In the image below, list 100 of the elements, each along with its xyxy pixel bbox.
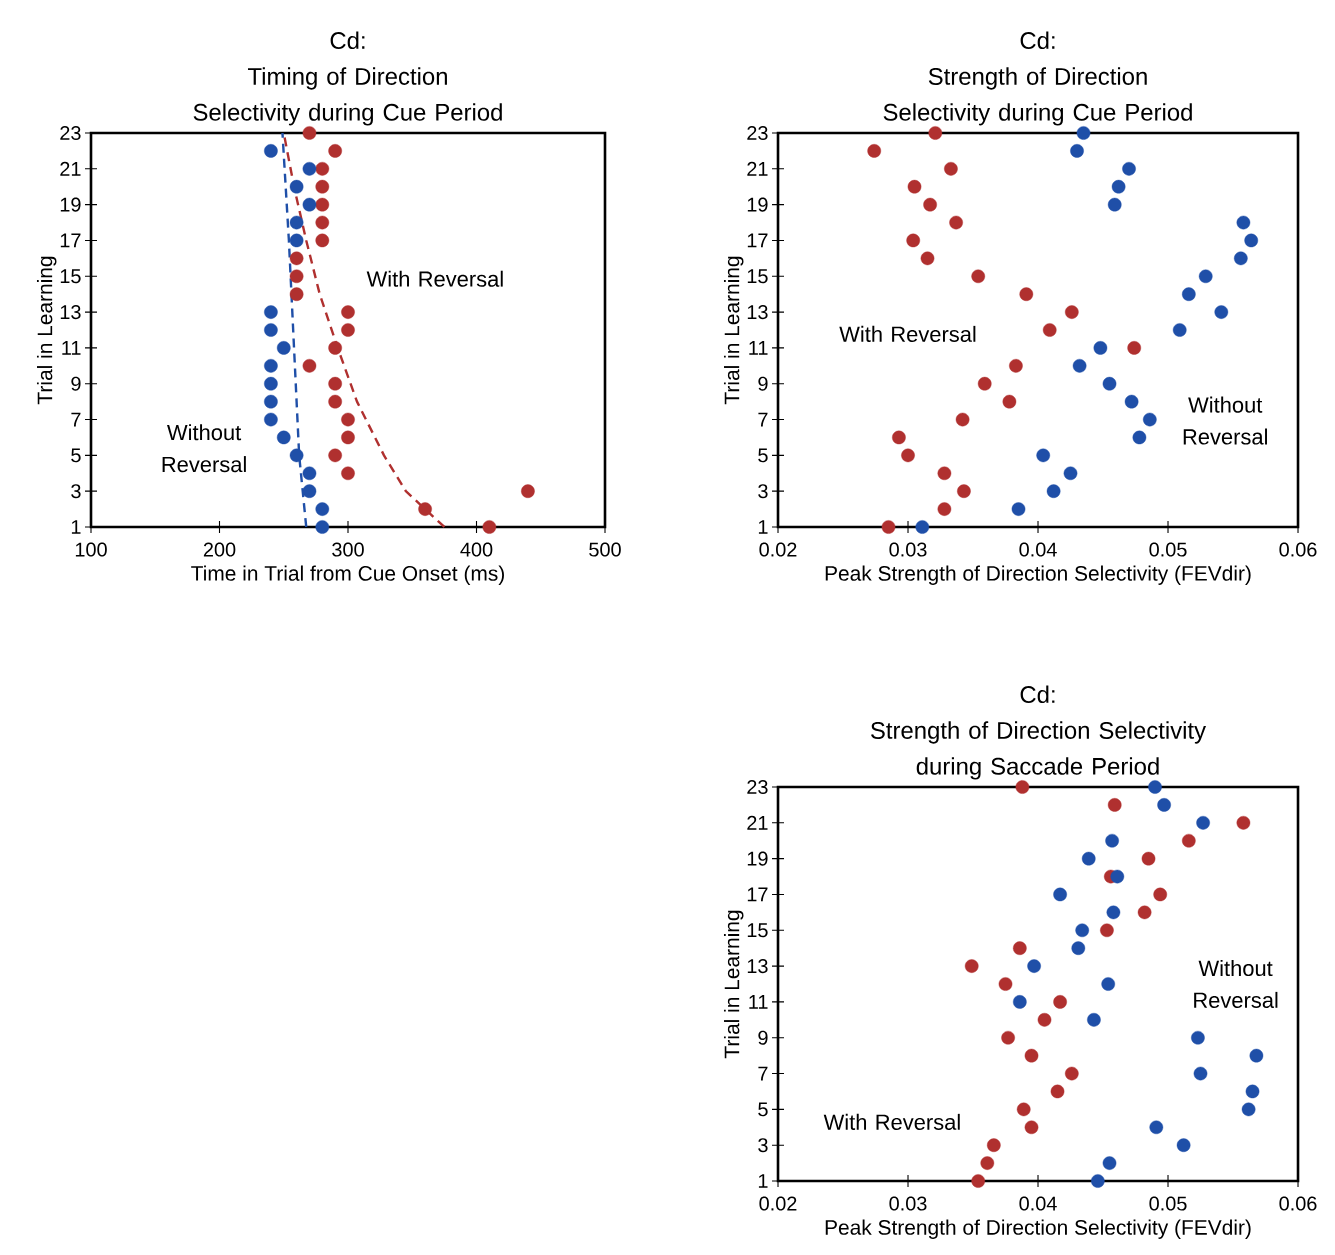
y-tick-label: 21 [60, 161, 81, 176]
point [315, 162, 330, 176]
point [1153, 887, 1168, 902]
point [1046, 484, 1061, 498]
point [987, 1138, 1001, 1152]
point [892, 430, 906, 445]
x-tick-label: 0.03 [889, 542, 927, 557]
point [302, 197, 317, 212]
point [1075, 923, 1090, 938]
point [328, 341, 342, 355]
point [1050, 1084, 1065, 1099]
point [1176, 1138, 1191, 1152]
point [264, 359, 278, 373]
x-tick-label: 0.06 [1279, 542, 1317, 557]
x-tick-label: 0.04 [1019, 542, 1057, 557]
y-tick-label: 23 [747, 779, 768, 795]
y-tick-label: 7 [758, 412, 768, 427]
point [1011, 502, 1026, 516]
y-tick-label: 13 [747, 305, 768, 320]
point [1036, 448, 1051, 463]
point [1157, 798, 1171, 812]
point [1087, 1013, 1101, 1027]
point [341, 323, 355, 337]
x-axis-title: Time in Trial from Cue Onset (ms) [191, 565, 504, 585]
point [1236, 816, 1251, 830]
point [1110, 869, 1125, 884]
point [1143, 412, 1157, 427]
point [1053, 995, 1067, 1009]
y-tick-label: 5 [758, 1102, 768, 1117]
point [1234, 251, 1248, 266]
point [341, 412, 355, 427]
point [1124, 394, 1139, 409]
y-tick-label: 19 [747, 197, 768, 212]
chart-title: Cd: [330, 31, 365, 50]
y-tick-label: 3 [71, 484, 81, 499]
y-tick-label: 13 [60, 305, 81, 320]
point [920, 251, 935, 266]
y-tick-label: 9 [758, 1030, 768, 1045]
point [907, 179, 922, 194]
point [418, 502, 432, 516]
point [302, 162, 317, 176]
point [1091, 1174, 1105, 1188]
point [1072, 359, 1087, 373]
y-tick-label: 3 [758, 1138, 768, 1153]
x-tick-label: 0.05 [1149, 542, 1187, 557]
point [1037, 1013, 1052, 1027]
point [1065, 305, 1079, 319]
point [1015, 780, 1030, 794]
point [971, 269, 986, 284]
x-tick-label: 500 [589, 542, 621, 557]
annotation: Without Reversal [1183, 396, 1267, 445]
annotation: With Reversal [366, 270, 503, 287]
y-tick-label: 17 [747, 233, 768, 248]
point [1141, 851, 1156, 866]
point [1102, 1156, 1117, 1170]
point [937, 502, 952, 516]
point [1193, 1066, 1208, 1081]
point [977, 376, 992, 391]
point [341, 466, 355, 481]
point [482, 520, 497, 534]
point [315, 502, 330, 516]
annotation: Without Reversal [1194, 960, 1278, 1008]
y-tick-label: 17 [747, 887, 768, 902]
y-tick-label: 23 [747, 125, 768, 141]
y-tick-label: 7 [758, 1066, 768, 1081]
point [1024, 1048, 1039, 1063]
point [1016, 1102, 1031, 1117]
point [906, 233, 921, 248]
point [315, 520, 330, 534]
point [1093, 341, 1108, 355]
chart-subtitle: Timing of Direction Selectivity during Cue Period [193, 67, 502, 126]
point [1241, 1102, 1256, 1117]
y-tick-label: 7 [71, 412, 81, 427]
point [302, 484, 317, 498]
y-tick-label: 21 [747, 161, 768, 176]
point [302, 126, 317, 140]
x-axis-title: Peak Strength of Direction Selectivity (FEVdir) [825, 565, 1251, 585]
x-tick-label: 200 [203, 542, 236, 557]
y-tick-label: 1 [758, 520, 768, 534]
point [1105, 833, 1119, 848]
x-tick-label: 0.05 [1149, 1196, 1187, 1211]
point [1070, 144, 1084, 158]
point [264, 144, 278, 158]
point [1013, 995, 1027, 1009]
point [998, 977, 1013, 991]
point [1076, 126, 1091, 140]
x-axis-title: Peak Strength of Direction Selectivity (FEVdir) [825, 1219, 1251, 1239]
point [289, 448, 304, 463]
annotation: Without Reversal [162, 424, 246, 473]
x-tick-label: 300 [332, 542, 364, 557]
point [937, 466, 952, 481]
point [1107, 197, 1122, 212]
chart-title: Cd: [1020, 685, 1055, 704]
x-tick-label: 100 [75, 542, 107, 557]
point [964, 959, 979, 973]
point [1106, 905, 1121, 920]
y-axis-title: Trial in Learning [723, 256, 744, 405]
x-tick-label: 0.06 [1279, 1196, 1317, 1211]
y-tick-label: 9 [758, 376, 768, 391]
point [264, 376, 278, 391]
